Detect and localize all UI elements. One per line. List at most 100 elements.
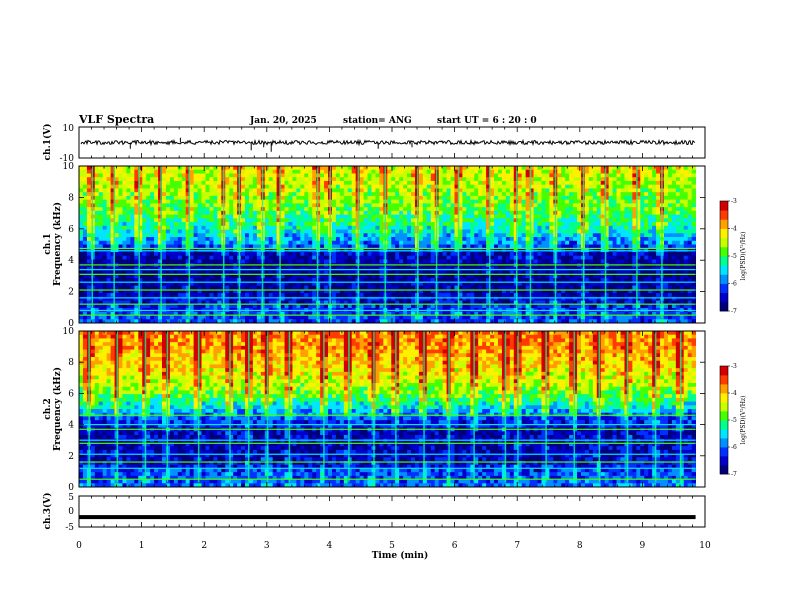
spectrogram-cell <box>288 278 293 283</box>
spectrogram-cell <box>494 218 499 223</box>
spectrogram-cell <box>430 169 436 174</box>
spectrogram-cell <box>537 225 542 230</box>
spectrogram-cell <box>517 311 523 316</box>
spectrogram-cell <box>324 240 329 245</box>
spectrogram-cell <box>252 251 258 257</box>
spectrogram-cell <box>233 184 238 189</box>
spectrogram-cell <box>272 244 278 249</box>
spectrogram-cell <box>505 237 511 242</box>
spectrogram-cell <box>94 180 100 186</box>
spectrogram-cell <box>158 251 163 257</box>
spectrogram-cell <box>146 300 151 305</box>
spectrogram-cell <box>189 270 195 275</box>
spectrogram-cell <box>82 296 88 301</box>
spectrogram-cell <box>268 225 274 230</box>
spectrogram-cell <box>466 293 471 298</box>
spectrogram-cell <box>450 244 455 249</box>
spectrogram-cell <box>387 180 392 186</box>
spectrogram-cell <box>268 319 274 324</box>
spectrogram-cell <box>256 266 262 272</box>
spectrogram-cell <box>110 266 115 272</box>
spectrogram-cell <box>114 233 119 238</box>
spectrogram-cell <box>94 166 100 171</box>
spectrogram-cell <box>482 266 487 272</box>
spectrogram-cell <box>470 229 475 234</box>
spectrogram-cell <box>490 180 495 186</box>
spectrogram-cell <box>399 222 404 227</box>
spectrogram-cell <box>399 274 404 279</box>
spectrogram-cell <box>86 199 92 204</box>
spectrogram-cell <box>169 237 175 242</box>
spectrogram-cell <box>466 222 471 227</box>
spectrogram-cell <box>387 255 392 260</box>
spectrogram-cell <box>193 311 198 316</box>
spectrogram-cell <box>106 195 112 201</box>
spectrogram-cell <box>359 274 364 279</box>
spectrogram-cell <box>193 207 198 212</box>
spectrogram-cell <box>118 214 123 219</box>
spectrogram-cell <box>162 244 167 249</box>
spectrogram-cell <box>312 270 317 275</box>
spectrogram-cell <box>395 203 400 208</box>
spectrogram-cell <box>110 270 115 275</box>
spectrogram-cell <box>177 289 183 294</box>
spectrogram-cell <box>494 315 499 320</box>
spectrogram-cell <box>217 214 222 219</box>
spectrogram-cell <box>359 266 364 272</box>
spectrogram-cell <box>343 285 349 290</box>
spectrogram-cell <box>229 237 234 242</box>
spectrogram-cell <box>189 222 195 227</box>
spectrogram-cell <box>501 177 507 182</box>
spectrogram-cell <box>482 192 487 197</box>
spectrogram-cell <box>134 192 139 197</box>
spectrogram-cell <box>82 222 88 227</box>
spectrogram-cell <box>268 188 274 193</box>
spectrogram-cell <box>177 207 183 212</box>
spectrogram-cell <box>146 195 151 201</box>
spectrogram-cell <box>252 184 258 189</box>
spectrogram-cell <box>470 311 475 316</box>
spectrogram-cell <box>142 237 147 242</box>
spectrogram-cell <box>165 300 171 305</box>
spectrogram-cell <box>241 225 246 230</box>
spectrogram-cell <box>252 229 258 234</box>
spectrogram-cell <box>418 169 424 174</box>
spectrogram-cell <box>501 259 507 264</box>
spectrogram-cell <box>486 259 491 264</box>
spectrogram-cell <box>154 192 159 197</box>
spectrogram-cell <box>126 240 131 245</box>
spectrogram-cell <box>430 173 436 178</box>
spectrogram-cell <box>158 281 163 287</box>
spectrogram-cell <box>347 304 353 309</box>
spectrogram-cell <box>505 315 511 320</box>
spectrogram-cell <box>209 281 214 287</box>
spectrogram-cell <box>533 315 538 320</box>
spectrogram-cell <box>418 199 424 204</box>
spectrogram-cell <box>411 225 416 230</box>
spectrogram-cell <box>169 169 175 174</box>
spectrogram-cell <box>442 251 447 257</box>
spectrogram-cell <box>150 188 155 193</box>
spectrogram-cell <box>126 192 131 197</box>
spectrogram-cell <box>185 210 191 215</box>
ch1-waveform-ylabel: ch.1(V) <box>42 124 53 161</box>
spectrogram-cell <box>209 218 214 223</box>
spectrogram-cell <box>256 244 262 249</box>
spectrogram-cell <box>181 169 187 174</box>
spectrogram-cell <box>122 319 127 324</box>
spectrogram-cell <box>209 225 214 230</box>
spectrogram-cell <box>90 188 96 193</box>
spectrogram-cell <box>201 319 206 324</box>
spectrogram-cell <box>375 296 380 301</box>
spectrogram-cell <box>126 304 131 309</box>
spectrogram-cell <box>308 188 313 193</box>
spectrogram-cell <box>213 304 218 309</box>
spectrogram-cell <box>470 293 475 298</box>
spectrogram-cell <box>146 259 151 264</box>
spectrogram-cell <box>395 315 400 320</box>
spectrogram-cell <box>426 315 432 320</box>
spectrogram-cell <box>391 296 396 301</box>
spectrogram-cell <box>173 199 179 204</box>
spectrogram-cell <box>375 192 380 197</box>
spectrogram-cell <box>245 319 250 324</box>
